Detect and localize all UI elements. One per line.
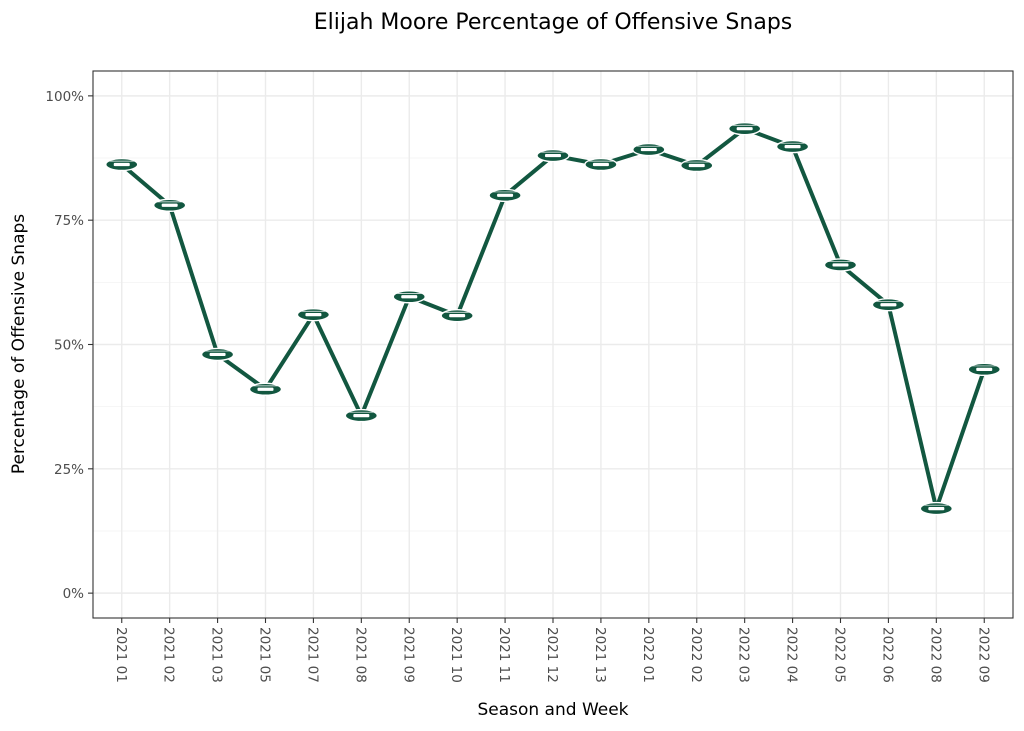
jets-logo-wordmark-icon: [928, 507, 945, 511]
jets-logo-wordmark-icon: [449, 314, 466, 318]
x-tick-label: 2022 05: [832, 627, 848, 683]
data-point: [200, 347, 235, 362]
data-point: [105, 157, 139, 172]
data-point: [344, 408, 379, 423]
data-point: [248, 382, 283, 396]
chart-title: Elijah Moore Percentage of Offensive Sna…: [314, 10, 793, 35]
y-axis: 0% 25% 50% 75% 100%: [45, 89, 93, 602]
data-point: [440, 308, 474, 323]
x-tick-label: 2021 10: [448, 627, 464, 683]
data-point: [296, 307, 331, 322]
jets-logo-wordmark-icon: [688, 163, 705, 168]
y-tick-label: 75%: [54, 213, 84, 229]
x-tick-label: 2021 13: [592, 627, 608, 683]
y-tick-label: 25%: [54, 462, 84, 478]
y-axis-title: Percentage of Offensive Snaps: [9, 214, 29, 474]
jets-logo-wordmark-icon: [736, 127, 753, 131]
x-tick-label: 2022 06: [879, 627, 895, 683]
y-tick-label: 50%: [54, 338, 84, 354]
x-tick-label: 2021 05: [257, 627, 273, 683]
data-point: [871, 298, 906, 312]
data-point: [488, 188, 522, 203]
x-axis: 2021 01 2021 02 2021 03 2021 05 2021 07 2021 …: [113, 618, 991, 683]
data-point: [536, 148, 570, 163]
jets-logo-wordmark-icon: [113, 162, 130, 167]
x-tick-label: 2021 02: [161, 627, 177, 683]
jets-logo-wordmark-icon: [209, 352, 226, 357]
jets-logo-wordmark-icon: [976, 367, 993, 371]
data-point: [392, 290, 426, 304]
jets-logo-wordmark-icon: [640, 147, 657, 152]
x-tick-label: 2021 09: [400, 627, 416, 683]
jets-logo-wordmark-icon: [592, 162, 609, 167]
x-tick-label: 2022 01: [640, 627, 656, 683]
x-tick-label: 2022 08: [927, 627, 943, 683]
data-point: [727, 121, 762, 136]
x-tick-label: 2021 11: [496, 627, 512, 683]
x-tick-label: 2022 09: [975, 627, 991, 683]
jets-logo-wordmark-icon: [545, 153, 561, 158]
x-tick-label: 2021 07: [304, 627, 320, 683]
data-point: [823, 258, 858, 272]
jets-logo-wordmark-icon: [401, 295, 418, 299]
jets-logo-wordmark-icon: [784, 144, 801, 149]
x-tick-label: 2021 12: [544, 627, 560, 683]
x-tick-label: 2021 08: [352, 627, 368, 683]
jets-logo-wordmark-icon: [305, 313, 322, 317]
x-tick-label: 2022 04: [784, 627, 800, 683]
jets-logo-wordmark-icon: [353, 414, 370, 418]
data-point: [967, 362, 1001, 377]
data-point: [152, 198, 187, 212]
x-tick-label: 2022 03: [736, 627, 752, 683]
x-tick-label: 2021 03: [209, 627, 225, 683]
x-tick-label: 2021 01: [113, 627, 129, 683]
y-tick-label: 0%: [63, 586, 85, 602]
jets-logo-wordmark-icon: [497, 193, 514, 197]
data-point: [775, 139, 810, 154]
data-point: [680, 158, 714, 173]
series-layer: [105, 121, 1001, 516]
data-point: [919, 501, 954, 516]
x-axis-title: Season and Week: [477, 700, 628, 720]
jets-logo-wordmark-icon: [832, 263, 849, 267]
data-point: [632, 142, 666, 157]
jets-logo-wordmark-icon: [880, 303, 897, 307]
grid: [93, 71, 1013, 618]
jets-logo-wordmark-icon: [161, 203, 178, 207]
jets-logo-wordmark-icon: [257, 387, 274, 391]
data-point: [584, 157, 618, 172]
y-tick-label: 100%: [45, 89, 84, 105]
x-tick-label: 2022 02: [688, 627, 704, 683]
